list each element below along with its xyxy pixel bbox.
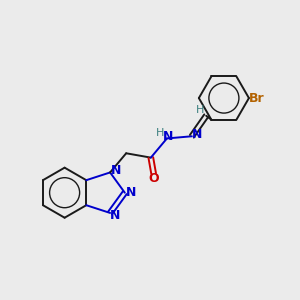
Text: N: N	[110, 209, 121, 222]
Text: N: N	[163, 130, 174, 142]
Text: H: H	[196, 105, 204, 115]
Text: N: N	[111, 164, 121, 178]
Text: N: N	[125, 186, 136, 199]
Text: N: N	[192, 128, 202, 141]
Text: Br: Br	[249, 92, 265, 105]
Text: H: H	[156, 128, 165, 138]
Text: O: O	[148, 172, 159, 185]
